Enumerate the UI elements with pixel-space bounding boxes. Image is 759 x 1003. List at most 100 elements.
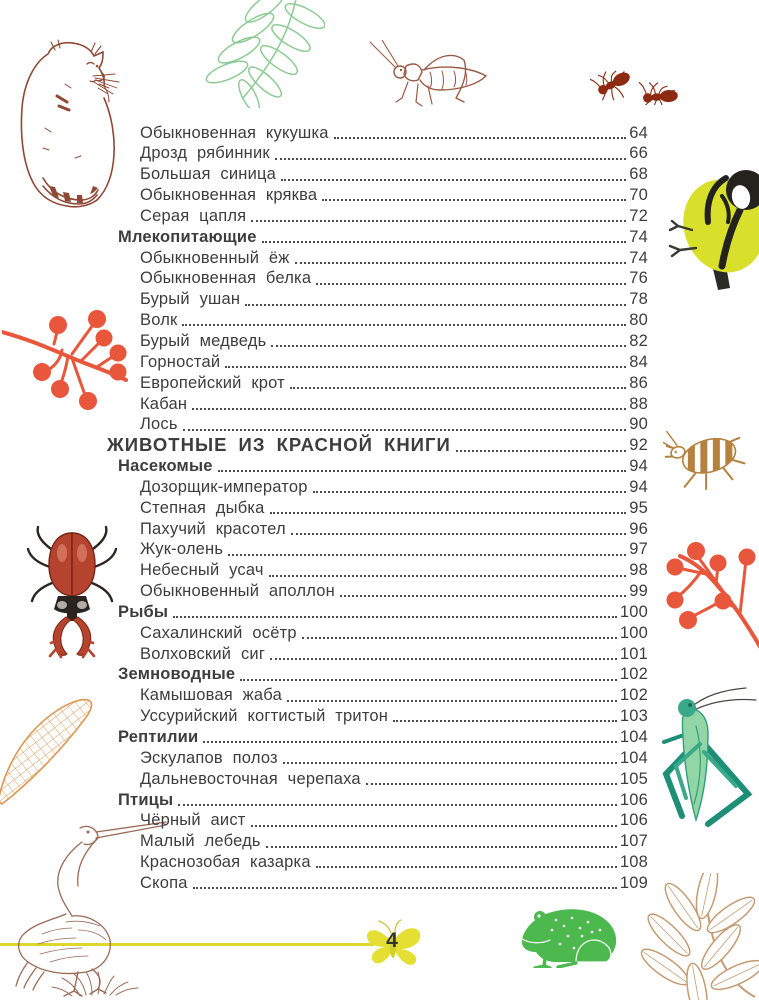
toc-page-number: 107 — [619, 832, 648, 851]
toc-entry-label: Уссурийский когтистый тритон — [140, 707, 389, 726]
toc-row: Серая цапля 72 — [107, 204, 648, 225]
toc-dot-leader — [182, 428, 627, 431]
toc-dot-leader — [333, 136, 627, 139]
toc-dot-leader — [290, 532, 627, 535]
toc-entry-label: Скопа — [140, 873, 188, 892]
toc-entry-label: Бурый медведь — [140, 331, 267, 350]
toc-page-number: 74 — [629, 227, 648, 246]
toc-dot-leader — [274, 157, 627, 160]
toc-row: Насекомые 94 — [107, 455, 648, 476]
frog-icon — [516, 900, 624, 970]
toc-entry-label: Небесный усач — [140, 561, 264, 580]
toc-page-number: 102 — [619, 686, 648, 705]
toc-page-number: 95 — [629, 498, 648, 517]
toc-dot-leader — [182, 324, 627, 327]
toc-page-number: 70 — [629, 186, 648, 205]
toc-entry-label: ЖИВОТНЫЕ ИЗ КРАСНОЙ КНИГИ — [107, 434, 451, 456]
toc-page-number: 76 — [629, 269, 648, 288]
toc-page-number: 90 — [629, 415, 648, 434]
toc-row: Обыкновенная кукушка 64 — [107, 121, 648, 142]
red-berry-branch-right-icon — [666, 540, 759, 652]
toc-dot-leader — [261, 241, 627, 244]
toc-dot-leader — [339, 595, 627, 598]
toc-dot-leader — [265, 845, 617, 848]
toc-entry-label: Лось — [140, 415, 178, 434]
toc-page-number: 102 — [619, 665, 648, 684]
toc-page-number: 101 — [619, 644, 648, 663]
toc-dot-leader — [282, 762, 617, 765]
toc-page-number: 108 — [619, 853, 648, 872]
toc-dot-leader — [268, 574, 627, 577]
toc-entry-label: Большая синица — [140, 165, 277, 184]
toc-page-number: 92 — [629, 436, 648, 455]
toc-page-number: 86 — [629, 373, 648, 392]
toc-row: Чёрный аист 106 — [107, 809, 648, 830]
stork-sketch-icon — [8, 798, 170, 998]
striped-beetle-icon — [658, 414, 748, 494]
toc-entry-label: Земноводные — [118, 665, 236, 684]
toc-page-number: 99 — [629, 582, 648, 601]
toc-entry-label: Жук-олень — [140, 540, 224, 559]
toc-entry-label: Рептилии — [118, 728, 199, 746]
toc-entry-label: Дальневосточная черепаха — [140, 769, 361, 788]
toc-dot-leader — [281, 178, 627, 181]
toc-page-number: 104 — [619, 748, 648, 767]
toc-dot-leader — [315, 866, 617, 869]
toc-entry-label: Сахалинский осётр — [140, 623, 297, 642]
toc-row: Рыбы 100 — [107, 600, 648, 621]
toc-page-number: 94 — [629, 477, 648, 496]
toc-row: Обыкновенная белка 76 — [107, 267, 648, 288]
dragonfly-wing-icon — [0, 692, 98, 806]
page-number: 4 — [386, 929, 398, 952]
toc-row: Уссурийский когтистый тритон 103 — [107, 705, 648, 726]
toc-entry-label: Бурый ушан — [140, 290, 241, 309]
toc-dot-leader — [192, 407, 627, 410]
toc-dot-leader — [178, 803, 617, 806]
toc-page-number: 82 — [629, 331, 648, 350]
leaf-branch-tan-icon — [607, 873, 759, 1000]
toc-row: Млекопитающие 74 — [107, 225, 648, 246]
toc-dot-leader — [225, 366, 627, 369]
toc-row: Бурый ушан 78 — [107, 288, 648, 309]
toc-dot-leader — [316, 282, 627, 285]
butterfly-page-marker-icon — [366, 919, 421, 967]
toc-dot-leader — [251, 220, 627, 223]
toc-entry-label: Обыкновенная белка — [140, 269, 312, 288]
toc-page-number: 74 — [629, 248, 648, 267]
toc-page-number: 80 — [629, 311, 648, 330]
footer-rule — [0, 943, 374, 946]
toc-dot-leader — [365, 783, 617, 785]
toc-row: Бурый медведь 82 — [107, 329, 648, 350]
toc-entry-label: Рыбы — [118, 602, 169, 621]
toc-row: Рептилии 104 — [107, 725, 648, 746]
toc-entry-label: Насекомые — [118, 457, 213, 476]
toc-entry-label: Европейский крот — [140, 373, 285, 392]
toc-page-number: 84 — [629, 352, 648, 371]
toc-dot-leader — [228, 553, 627, 556]
toc-page-number: 94 — [629, 457, 648, 476]
toc-row: Обыкновенный ёж 74 — [107, 246, 648, 267]
toc-page-number: 103 — [619, 707, 648, 726]
toc-row: Жук-олень 97 — [107, 538, 648, 559]
toc-entry-label: Млекопитающие — [118, 227, 257, 246]
toc-entry-label: Птицы — [118, 790, 174, 809]
toc-page-number: 88 — [629, 394, 648, 413]
toc-row: Дальневосточная черепаха 105 — [107, 767, 648, 788]
toc-dot-leader — [322, 199, 627, 202]
toc-page-number: 100 — [619, 602, 648, 621]
toc-entry-label: Чёрный аист — [140, 811, 246, 830]
toc-entry-label: Камышовая жаба — [140, 686, 282, 705]
toc-entry-label: Кабан — [140, 394, 188, 413]
toc-page-number: 104 — [619, 728, 648, 746]
toc-page-number: 105 — [619, 769, 648, 788]
toc-dot-leader — [203, 741, 617, 744]
toc-row: Волк 80 — [107, 309, 648, 330]
toc-dot-leader — [173, 616, 617, 619]
toc-row: Обыкновенная кряква 70 — [107, 184, 648, 205]
toc-dot-leader — [271, 345, 627, 348]
toc-entry-label: Обыкновенный аполлон — [140, 582, 335, 601]
toc-row: Скопа 109 — [107, 871, 648, 892]
toc-page-number: 106 — [619, 790, 648, 809]
toc-row: Сахалинский осётр 100 — [107, 621, 648, 642]
toc-row: Обыкновенный аполлон 99 — [107, 580, 648, 601]
